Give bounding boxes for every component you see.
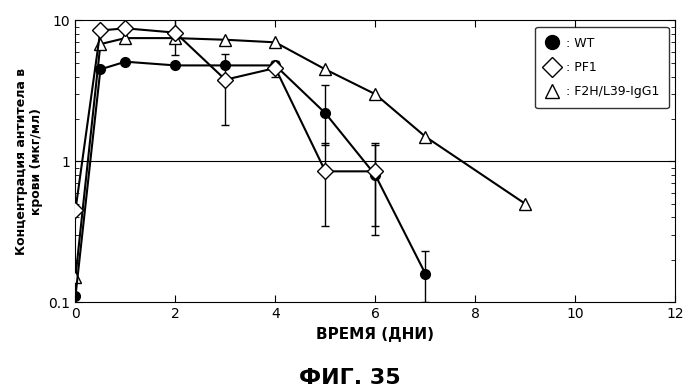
X-axis label: ВРЕМЯ (ДНИ): ВРЕМЯ (ДНИ) bbox=[317, 327, 434, 342]
Y-axis label: Концентрация антитела в
крови (мкг/мл): Концентрация антитела в крови (мкг/мл) bbox=[15, 68, 43, 255]
Text: ФИГ. 35: ФИГ. 35 bbox=[298, 368, 401, 388]
Legend:  : WT,  : PF1,  : F2H/L39-IgG1: : WT, : PF1, : F2H/L39-IgG1 bbox=[535, 27, 669, 108]
